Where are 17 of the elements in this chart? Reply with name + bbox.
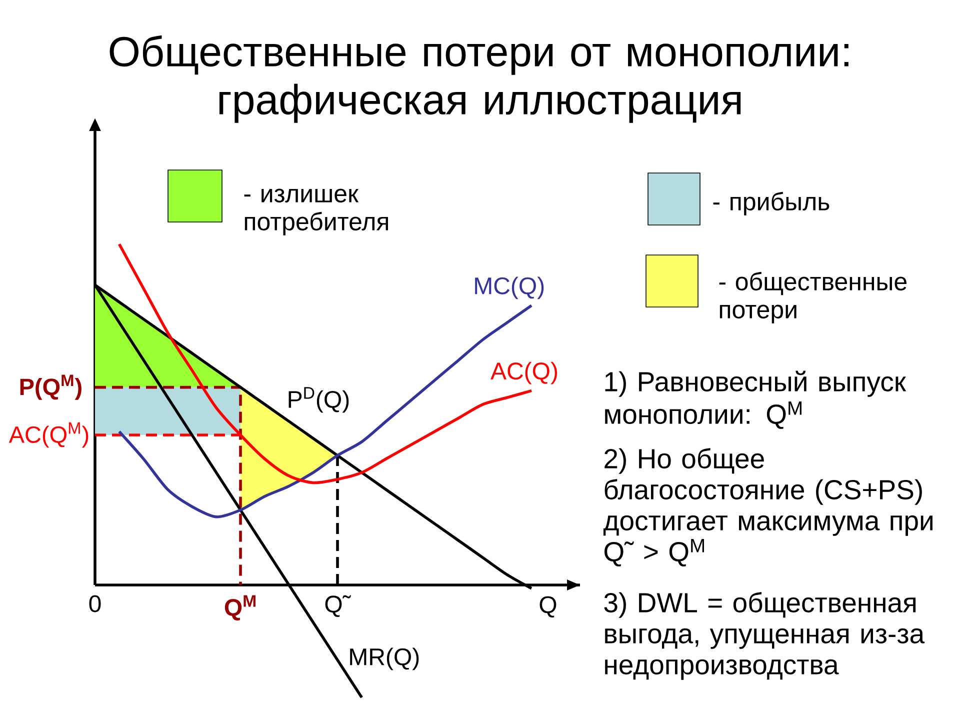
text: 2) Но общее благосостояние (CS+PS) достигает максимума при Q˜ > Q$^{M}$: [603, 448, 932, 566]
series-label: AC(Q$^{M}$): [8, 422, 88, 448]
text: 3) DWL = общественная выгода, упущенная из-за недопроизводства: [604, 592, 925, 680]
x-tick-label: Q˜: [325, 595, 351, 617]
x-tick-label: 0: [89, 595, 101, 612]
x-axis-title: Q: [540, 596, 556, 618]
chart-title: Общественные потери от монополии: графическая иллюстрация: [110, 35, 848, 123]
series-label: AC(Q): [490, 362, 558, 384]
series-label: P$^{D}$(Q): [288, 387, 349, 413]
legend-label: - излишек потребителя: [244, 188, 388, 236]
legend-label: - прибыль: [713, 192, 830, 216]
series-label: MR(Q): [350, 648, 419, 670]
text: 1) Равновесный выпуск монополии: Q$^{M}$: [605, 370, 906, 429]
x-tick-label: Q$^{M}$: [224, 595, 256, 620]
series-label: MC(Q): [475, 276, 544, 300]
legend-label: - общественные потери: [719, 272, 907, 324]
series-label: P(Q$^{M}$): [20, 374, 82, 400]
